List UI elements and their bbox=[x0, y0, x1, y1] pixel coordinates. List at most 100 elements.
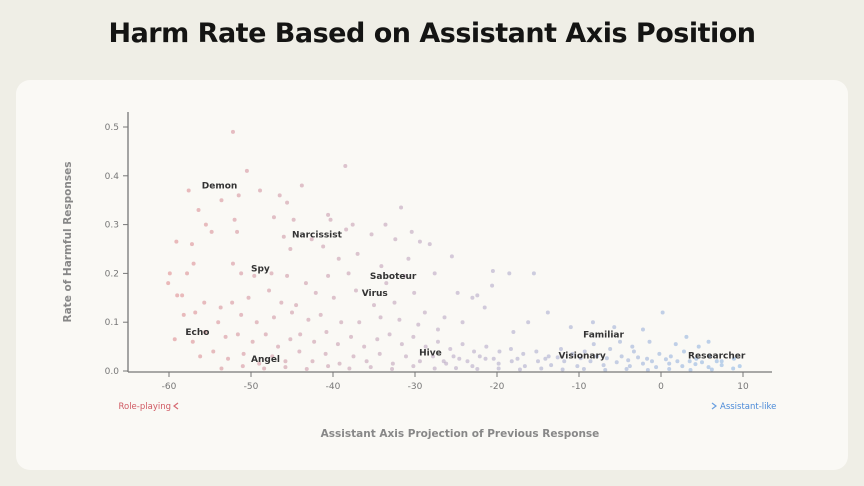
data-point bbox=[457, 356, 462, 361]
data-point bbox=[343, 164, 348, 169]
data-point bbox=[347, 366, 352, 371]
data-point bbox=[668, 354, 673, 359]
data-point bbox=[423, 344, 428, 349]
data-point bbox=[688, 368, 693, 373]
chart-title: Harm Rate Based on Assistant Axis Positi… bbox=[108, 18, 756, 49]
data-point bbox=[601, 363, 606, 368]
y-tick-label: 0.4 bbox=[105, 172, 120, 182]
data-point bbox=[411, 334, 416, 339]
data-point bbox=[578, 356, 583, 361]
data-point bbox=[390, 367, 395, 372]
data-point bbox=[568, 325, 573, 330]
x-tick-label: -20 bbox=[490, 382, 505, 392]
data-point bbox=[226, 356, 231, 361]
data-point bbox=[472, 349, 477, 354]
data-point bbox=[546, 354, 551, 359]
data-point bbox=[427, 242, 432, 247]
data-point bbox=[181, 312, 186, 317]
data-point bbox=[241, 351, 246, 356]
data-point bbox=[331, 295, 336, 300]
data-point bbox=[731, 366, 736, 371]
data-point bbox=[558, 347, 563, 352]
data-point bbox=[526, 320, 531, 325]
data-point bbox=[313, 290, 318, 295]
data-point bbox=[399, 342, 404, 347]
data-point bbox=[403, 354, 408, 359]
data-point bbox=[232, 217, 237, 222]
annotation-angel: Angel bbox=[251, 355, 280, 365]
data-point bbox=[384, 281, 389, 286]
data-point bbox=[219, 366, 224, 371]
data-point bbox=[595, 354, 600, 359]
assistant-like-label: Assistant-like bbox=[720, 402, 776, 412]
y-tick-label: 0.0 bbox=[105, 367, 120, 377]
data-point bbox=[175, 293, 180, 298]
data-point bbox=[209, 229, 214, 234]
data-point bbox=[680, 364, 685, 369]
data-point bbox=[309, 237, 314, 242]
data-point bbox=[285, 200, 290, 205]
data-point bbox=[693, 362, 698, 367]
data-point bbox=[263, 332, 268, 337]
data-point bbox=[549, 363, 554, 368]
data-point bbox=[186, 188, 191, 193]
data-point bbox=[326, 212, 331, 217]
data-point bbox=[657, 351, 662, 356]
data-point bbox=[198, 354, 203, 359]
data-point bbox=[270, 354, 275, 359]
data-point bbox=[236, 193, 241, 198]
data-point bbox=[378, 315, 383, 320]
annotation-visionary: Visionary bbox=[559, 351, 606, 361]
data-point bbox=[706, 365, 711, 370]
data-point bbox=[350, 222, 355, 227]
data-point bbox=[562, 359, 567, 364]
data-point bbox=[335, 342, 340, 347]
data-point bbox=[252, 273, 257, 278]
data-point bbox=[283, 359, 288, 364]
data-point bbox=[387, 332, 392, 337]
data-point bbox=[298, 332, 303, 337]
data-point bbox=[196, 207, 201, 212]
data-point bbox=[539, 366, 544, 371]
data-point bbox=[591, 342, 596, 347]
x-tick-label: -30 bbox=[408, 382, 423, 392]
data-point bbox=[543, 356, 548, 361]
data-point bbox=[203, 222, 208, 227]
data-point bbox=[555, 355, 560, 360]
data-point bbox=[392, 300, 397, 305]
data-point bbox=[694, 356, 699, 361]
data-point bbox=[281, 234, 286, 239]
data-point bbox=[719, 359, 724, 364]
arrow-left-head bbox=[173, 402, 179, 410]
data-point bbox=[575, 364, 580, 369]
data-point bbox=[172, 337, 177, 342]
data-point bbox=[707, 354, 712, 359]
data-point bbox=[240, 364, 245, 369]
data-point bbox=[303, 281, 308, 286]
data-point bbox=[636, 355, 641, 360]
data-point bbox=[417, 239, 422, 244]
data-point bbox=[700, 360, 704, 365]
data-point bbox=[397, 317, 402, 322]
data-point bbox=[202, 300, 207, 305]
data-point bbox=[432, 366, 437, 371]
data-point bbox=[719, 363, 724, 368]
data-point bbox=[406, 256, 411, 261]
data-point bbox=[435, 327, 440, 332]
data-point bbox=[647, 339, 652, 344]
data-point bbox=[364, 359, 369, 364]
data-point bbox=[603, 368, 608, 373]
data-point bbox=[507, 271, 512, 276]
data-point bbox=[442, 315, 447, 320]
data-point bbox=[475, 367, 480, 372]
data-point bbox=[193, 310, 198, 315]
data-point bbox=[570, 351, 575, 356]
x-tick-label: -60 bbox=[162, 382, 177, 392]
data-point bbox=[310, 359, 315, 364]
data-point bbox=[654, 365, 659, 370]
data-point bbox=[449, 254, 454, 259]
data-point bbox=[377, 351, 382, 356]
data-point bbox=[349, 334, 354, 339]
data-point bbox=[432, 271, 437, 276]
data-point bbox=[271, 215, 276, 220]
